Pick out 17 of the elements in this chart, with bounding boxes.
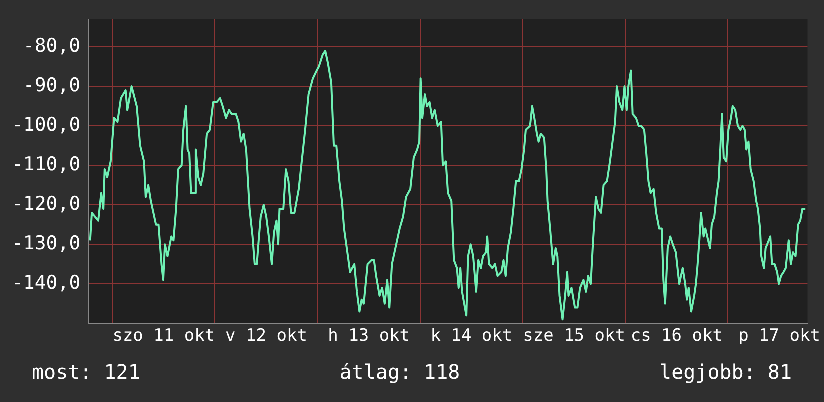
- text: legjobb: 81: [660, 360, 792, 384]
- x-tick-label: p 17 okt: [738, 326, 820, 346]
- x-tick-label: k 14 okt: [430, 326, 513, 346]
- x-tick-label: cs 16 okt: [630, 326, 723, 346]
- x-tick-label: sze 15 okt: [523, 326, 626, 346]
- y-tick-label: -110,0: [12, 154, 81, 176]
- y-tick-label: -80,0: [23, 34, 81, 57]
- y-tick-label: -140,0: [12, 272, 81, 294]
- x-tick-label: v 12 okt: [226, 326, 308, 346]
- y-tick-label: -90,0: [23, 74, 81, 96]
- y-tick-label: -100,0: [12, 114, 81, 136]
- x-tick-label: h 13 okt: [328, 326, 410, 346]
- text: átlag: 118: [340, 360, 460, 384]
- y-tick-label: -120,0: [12, 193, 81, 216]
- text: most: 121: [32, 360, 140, 384]
- x-tick-label: szo 11 okt: [112, 326, 216, 346]
- y-tick-label: -130,0: [12, 232, 81, 255]
